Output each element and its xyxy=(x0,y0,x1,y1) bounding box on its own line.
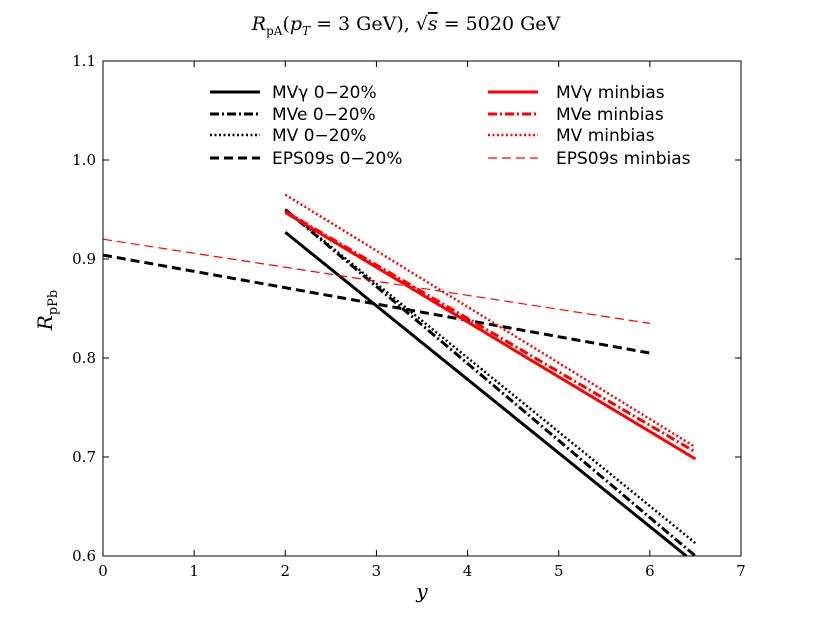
legend-label-3: MV 0−20% xyxy=(272,126,367,146)
series-line-2 xyxy=(284,208,697,556)
x-tick-label: 6 xyxy=(645,562,655,580)
series-line-7 xyxy=(284,193,697,449)
y-tick-label: 1.1 xyxy=(72,52,96,70)
plot-area xyxy=(103,61,741,556)
chart-title: RpA(pT = 3 GeV), √s = 5020 GeV xyxy=(251,13,561,38)
x-tick-label: 0 xyxy=(98,562,108,580)
x-tick-label: 5 xyxy=(554,562,564,580)
legend-label-6: MVe minbias xyxy=(556,105,664,125)
x-axis-label: y xyxy=(415,579,428,603)
y-tick-label: 0.6 xyxy=(72,547,96,565)
legend-label-8: EPS09s minbias xyxy=(556,149,691,169)
legend-label-1: MVγ 0−20% xyxy=(272,83,377,103)
series-line-4 xyxy=(103,253,651,355)
series-line-1 xyxy=(284,231,688,556)
y-tick-label: 1.0 xyxy=(72,151,96,169)
series-line-5 xyxy=(284,211,697,461)
y-ticks: 0.6 0.7 0.8 0.9 1.0 1.1 xyxy=(72,52,741,565)
x-tick-label: 3 xyxy=(372,562,382,580)
legend-label-5: MVγ minbias xyxy=(556,83,665,103)
y-axis-label: RpPb xyxy=(33,290,61,331)
x-tick-label: 1 xyxy=(189,562,199,580)
x-ticks: 0 1 2 3 4 5 6 7 xyxy=(98,61,746,580)
x-tick-label: 7 xyxy=(736,562,746,580)
series-layer xyxy=(103,193,697,556)
legend: MVγ 0−20%MVe 0−20%MV 0−20% EPS09s 0−20% MV… xyxy=(210,83,691,169)
legend-label-2: MVe 0−20% xyxy=(272,105,376,125)
y-tick-label: 0.7 xyxy=(72,448,96,466)
x-tick-label: 4 xyxy=(463,562,473,580)
series-line-8 xyxy=(103,238,650,324)
legend-label-7: MV minbias xyxy=(556,126,655,146)
y-tick-label: 0.8 xyxy=(72,349,96,367)
plot-frame xyxy=(102,60,742,557)
legend-label-4: EPS09s 0−20% xyxy=(272,149,403,169)
series-line-6 xyxy=(284,210,697,454)
x-tick-label: 2 xyxy=(281,562,291,580)
y-tick-label: 0.9 xyxy=(72,250,96,268)
